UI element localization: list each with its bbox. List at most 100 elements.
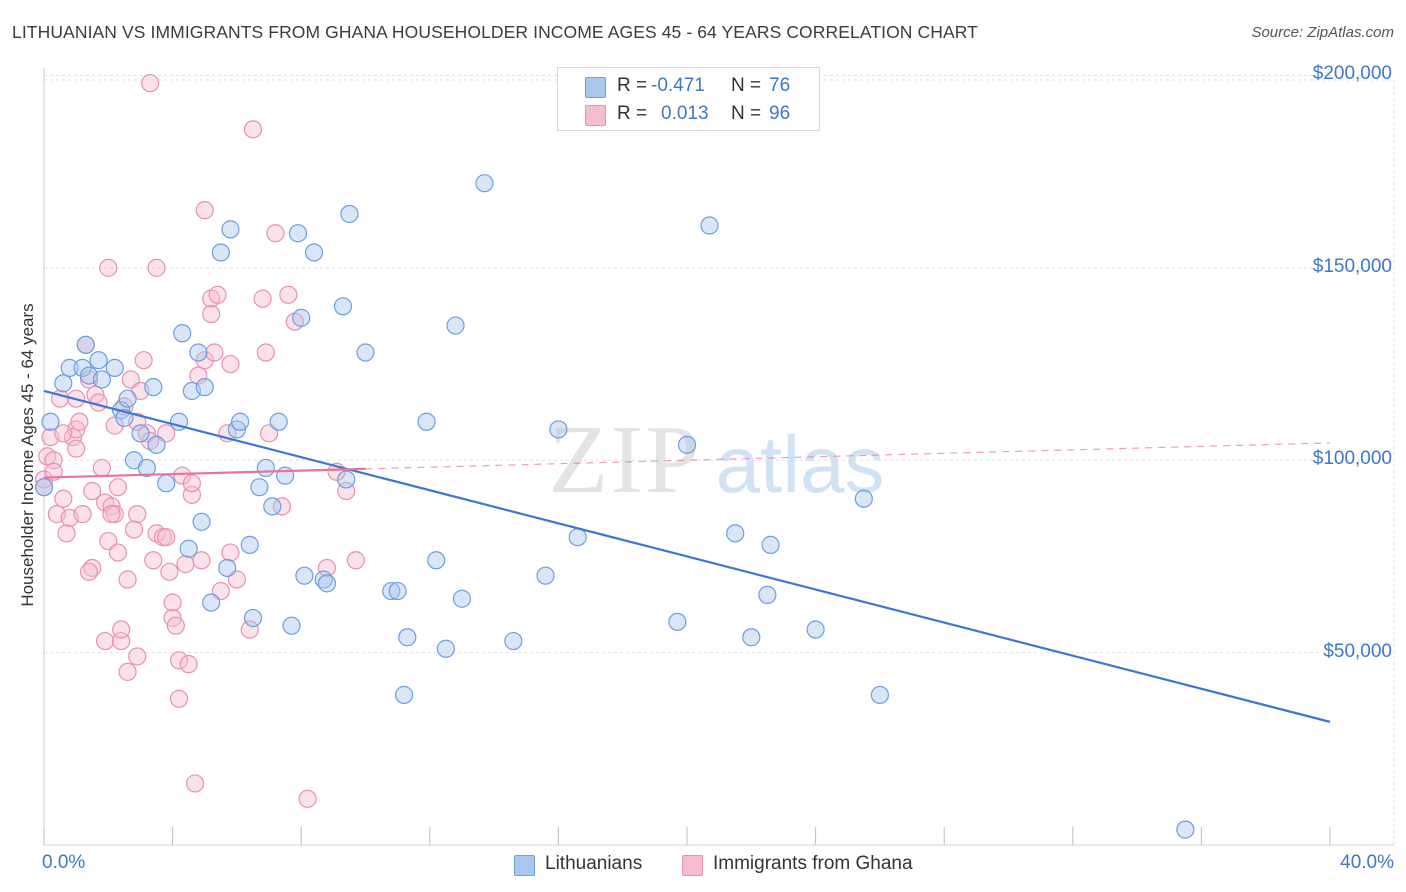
lithuanian-point-40 bbox=[288, 224, 308, 243]
lithuanian-point-73 bbox=[870, 685, 890, 705]
ghana-point-46 bbox=[147, 258, 166, 277]
x-tick-max: 40.0% bbox=[1340, 852, 1394, 873]
legend-label: Lithuanians bbox=[545, 853, 643, 874]
ghana-point-20 bbox=[92, 458, 111, 478]
lithuanian-point-41 bbox=[292, 308, 311, 327]
lithuanian-point-71 bbox=[806, 620, 825, 639]
legend-n-label: N = bbox=[731, 75, 762, 96]
ghana-point-7 bbox=[57, 524, 76, 543]
ghana-point-13 bbox=[73, 505, 92, 524]
ghana-point-94 bbox=[79, 562, 99, 581]
legend-n-label: N = bbox=[731, 103, 762, 124]
lithuanian-point-54 bbox=[417, 412, 436, 431]
ghana-point-12 bbox=[70, 412, 89, 431]
trend-lines bbox=[43, 389, 1331, 723]
lithuanian-point-27 bbox=[211, 243, 230, 262]
lithuanian-point-50 bbox=[382, 581, 401, 601]
ghana-point-85 bbox=[298, 789, 317, 808]
lithuanian-point-24 bbox=[192, 512, 211, 531]
lithuanian-point-33 bbox=[243, 608, 263, 628]
lithuanian-point-72 bbox=[854, 489, 873, 508]
lithuanian-point-15 bbox=[137, 458, 156, 478]
lithuanian-point-43 bbox=[304, 243, 324, 262]
lithuanian-point-60 bbox=[504, 631, 523, 651]
lithuanian-point-45 bbox=[317, 574, 337, 593]
ghana-point-73 bbox=[221, 354, 240, 374]
y-tick-label-0: $50,000 bbox=[1323, 640, 1392, 662]
lithuanian-point-35 bbox=[256, 458, 275, 478]
x-tick-min: 0.0% bbox=[42, 852, 86, 873]
lithuanian-point-25 bbox=[195, 378, 214, 397]
ghana-point-59 bbox=[179, 655, 198, 674]
lithuanian-point-28 bbox=[218, 558, 237, 578]
ghana-point-15 bbox=[79, 370, 99, 389]
ghana-point-77 bbox=[243, 120, 263, 139]
ghana-point-78 bbox=[253, 289, 272, 308]
lithuanian-point-57 bbox=[446, 316, 465, 335]
lithuanian-point-18 bbox=[157, 474, 176, 493]
ghana-point-50 bbox=[157, 528, 176, 547]
lithuanian-point-51 bbox=[388, 581, 407, 601]
lithuanian-point-48 bbox=[340, 204, 359, 224]
ghana-point-17 bbox=[83, 481, 102, 501]
ghana-point-65 bbox=[195, 201, 214, 220]
lithuanian-point-3 bbox=[60, 358, 79, 377]
ghana-point-83 bbox=[279, 285, 298, 304]
ghana-point-79 bbox=[256, 343, 275, 362]
legend-swatch-pink bbox=[682, 855, 703, 876]
legend-row-lithuanians: R = -0.471 N = 76 bbox=[558, 73, 819, 101]
ghana-point-89 bbox=[346, 551, 365, 570]
ghana-point-63 bbox=[189, 366, 208, 385]
lithuanian-point-36 bbox=[263, 497, 282, 516]
ghana-point-86 bbox=[317, 558, 337, 578]
ghana-point-64 bbox=[192, 551, 211, 570]
lithuanian-point-58 bbox=[452, 589, 472, 608]
ghana-point-24 bbox=[99, 258, 118, 277]
lithuanian-point-39 bbox=[282, 616, 301, 635]
lithuanian-point-31 bbox=[231, 412, 250, 431]
lithuanian-point-26 bbox=[202, 593, 221, 612]
lithuanian-point-56 bbox=[436, 639, 455, 658]
ghana-point-82 bbox=[272, 497, 292, 516]
lithuanian-point-17 bbox=[147, 435, 166, 454]
ghana-point-95 bbox=[102, 505, 121, 524]
ghana-point-70 bbox=[208, 285, 227, 304]
lithuanian-point-49 bbox=[356, 343, 375, 362]
lithuanian-point-32 bbox=[240, 535, 259, 554]
ghana-point-41 bbox=[134, 351, 153, 370]
ghana-point-54 bbox=[166, 616, 185, 635]
ghana-trend-line-solid bbox=[43, 467, 366, 479]
y-tick-label-2: $150,000 bbox=[1312, 255, 1392, 277]
lithuanian-point-64 bbox=[668, 612, 687, 631]
lithuanian-point-5 bbox=[76, 335, 95, 354]
ghana-point-91 bbox=[44, 462, 63, 481]
ghana-point-0 bbox=[34, 470, 54, 489]
chart-source: Source: ZipAtlas.com bbox=[1251, 24, 1394, 41]
ghana-point-34 bbox=[118, 570, 137, 589]
ghana-point-61 bbox=[182, 474, 201, 493]
lithuanian-point-69 bbox=[758, 585, 777, 605]
ghana-point-31 bbox=[112, 620, 131, 639]
lithuanian-point-61 bbox=[536, 566, 555, 585]
legend-swatch-blue bbox=[585, 77, 606, 98]
lithuanian-point-34 bbox=[250, 478, 269, 497]
lithuanian-point-12 bbox=[118, 389, 137, 408]
y-tick-label-3: $200,000 bbox=[1312, 63, 1392, 85]
correlation-legend: R = -0.471 N = 76 R = 0.013 N = 96 bbox=[557, 67, 820, 131]
lithuanian-point-66 bbox=[700, 216, 719, 235]
ghana-point-55 bbox=[169, 651, 189, 670]
ghana-point-74 bbox=[221, 543, 240, 562]
lithuanian-point-37 bbox=[269, 412, 288, 431]
ghana-trend-line-dashed bbox=[365, 442, 1331, 470]
ghana-point-76 bbox=[240, 620, 259, 639]
lithuanian-point-20 bbox=[173, 324, 192, 343]
legend-r-value: -0.471 bbox=[651, 75, 705, 96]
ghana-point-51 bbox=[160, 562, 179, 581]
ghana-point-28 bbox=[108, 478, 128, 497]
lithuanian-point-7 bbox=[89, 351, 108, 370]
legend-r-label: R = bbox=[617, 75, 648, 96]
ghana-point-10 bbox=[67, 439, 86, 458]
y-tick-label-1: $100,000 bbox=[1312, 448, 1392, 470]
lithuanian-point-68 bbox=[742, 628, 761, 647]
